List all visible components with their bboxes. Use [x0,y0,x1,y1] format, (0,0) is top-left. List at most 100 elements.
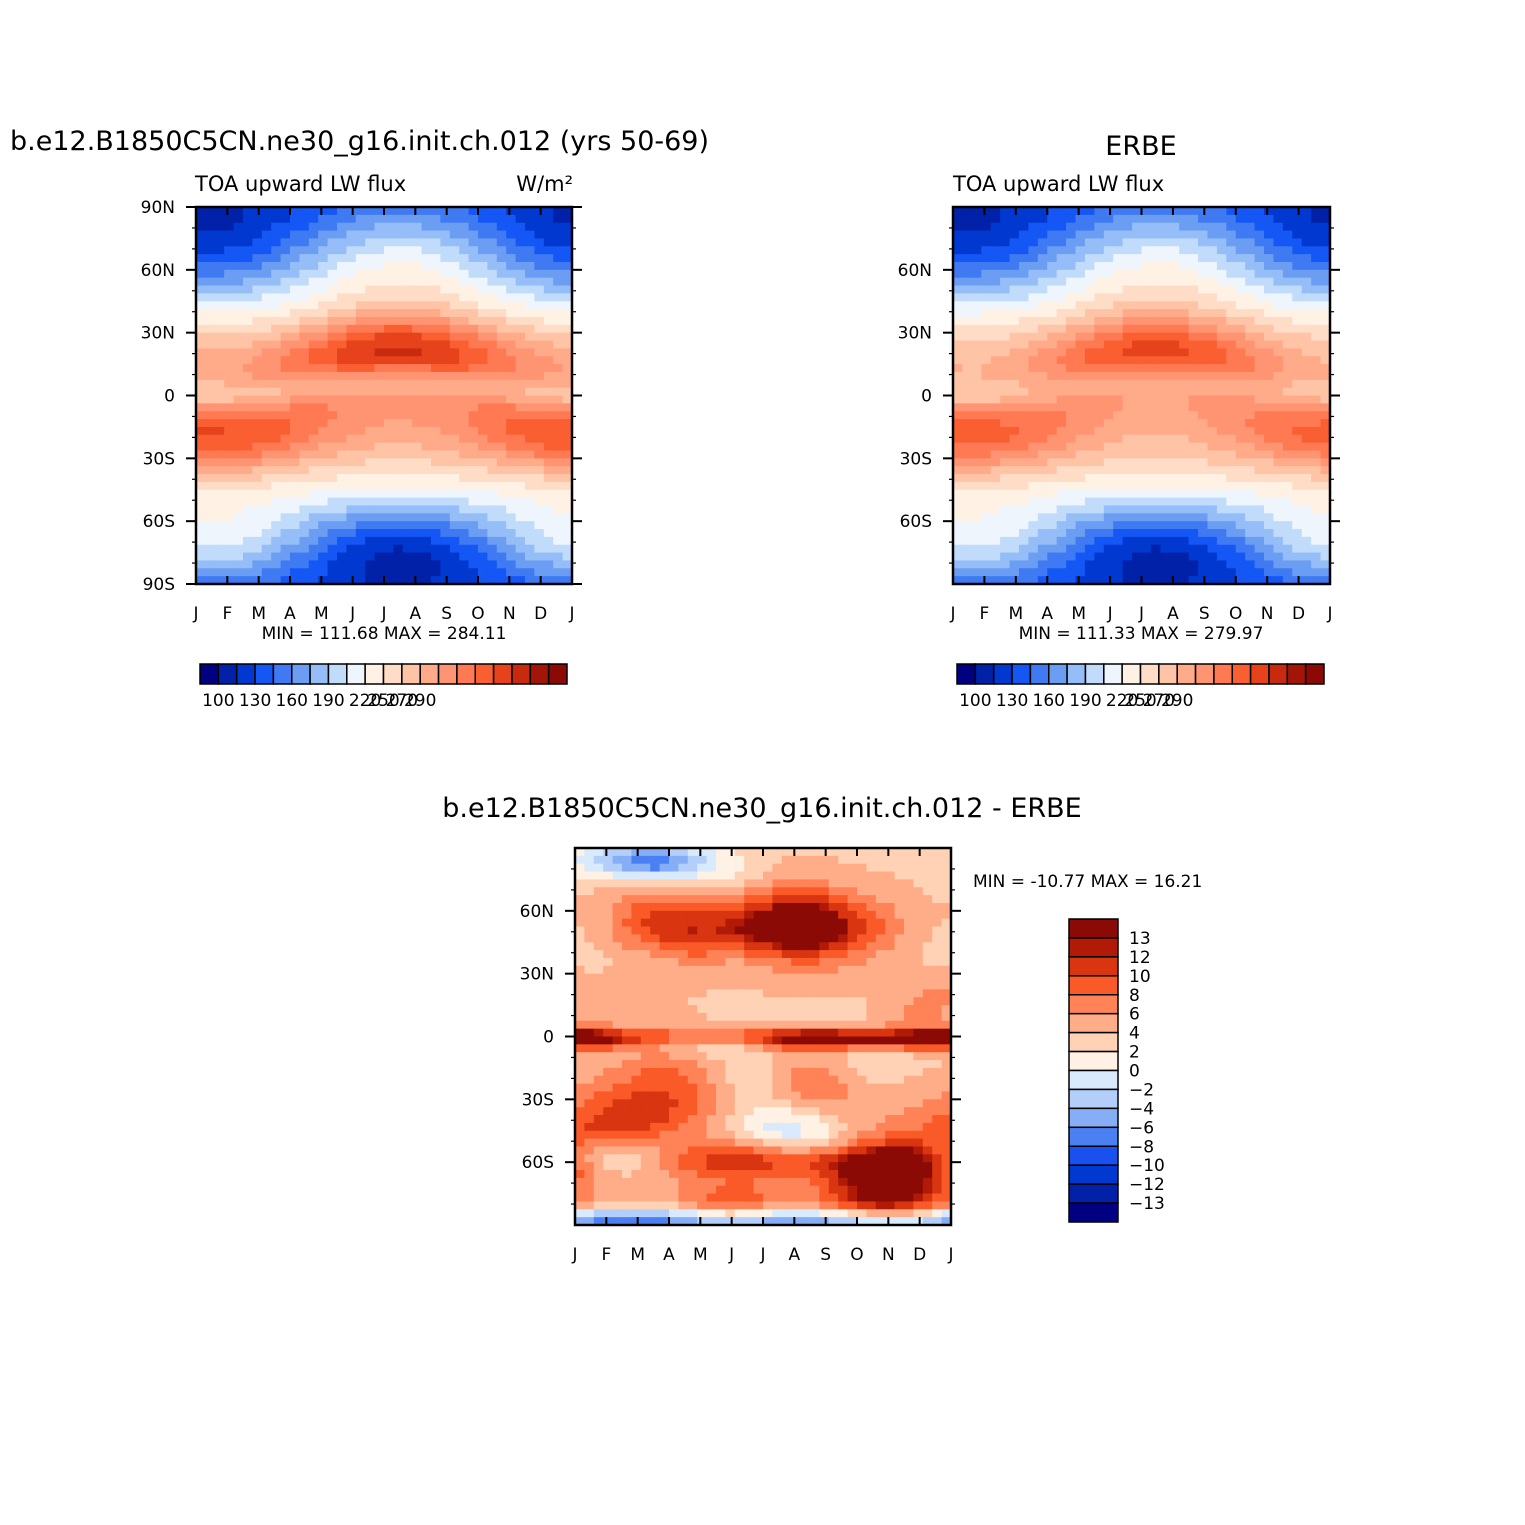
heatmap-cell [261,324,272,334]
heatmap-cell [534,214,545,224]
heatmap-cell [431,536,441,546]
heatmap-cell [1292,411,1303,420]
heatmap-cell [402,411,413,420]
heatmap-cell [271,379,282,389]
heatmap-cell [1254,442,1265,452]
colorbar-box [364,663,385,685]
heatmap-cell [1188,238,1199,247]
heatmap-cell [716,1122,726,1132]
heatmap-cell [1056,246,1067,255]
heatmap-cell [650,1122,661,1132]
heatmap-cell [706,926,717,935]
heatmap-cell [706,895,717,904]
heatmap-cell [1075,536,1086,546]
heatmap-cell [706,1107,717,1116]
heatmap-cell [575,997,585,1006]
heatmap-cell [478,285,488,294]
heatmap-cell [593,1177,604,1187]
heatmap-cell [299,419,310,428]
heatmap-cell [468,214,479,224]
heatmap-cell [1226,285,1237,294]
heatmap-cell [1245,230,1256,240]
heatmap-cell [1075,277,1086,287]
heatmap-cell [224,505,235,514]
heatmap-cell [243,521,253,530]
heatmap-cell [1066,207,1077,216]
heatmap-cell [468,332,479,342]
heatmap-cell [1084,403,1095,412]
heatmap-cell [1207,254,1218,263]
heatmap-cell [1273,324,1284,334]
heatmap-cell [214,261,225,271]
x-tick-label: M [1071,604,1086,624]
heatmap-cell [402,261,413,271]
heatmap-cell [196,576,206,585]
heatmap-cell [669,918,679,928]
heatmap-cell [1150,364,1161,373]
heatmap-cell [1235,332,1246,342]
heatmap-cell [393,529,404,538]
heatmap-cell [543,332,554,342]
colorbar-box [974,663,995,685]
heatmap-cell [706,981,717,990]
heatmap-cell [412,497,423,507]
heatmap-cell [971,489,982,499]
heatmap-cell [412,269,423,279]
heatmap-cell [1000,576,1011,585]
heatmap-cell [1188,442,1199,452]
heatmap-cell [337,254,347,263]
heatmap-cell [1000,246,1011,255]
heatmap-cell [280,222,291,232]
heatmap-cell [1311,481,1322,491]
heatmap-cell [669,926,679,935]
heatmap-cell [1000,481,1011,491]
heatmap-cell [393,340,404,349]
heatmap-cell [953,481,964,491]
heatmap-cell [412,489,423,499]
heatmap-cell [562,285,573,294]
heatmap-cell [327,309,338,318]
heatmap-cell [697,848,708,857]
heatmap-cell [271,261,282,271]
heatmap-cell [584,1012,595,1022]
heatmap-cell [553,222,564,232]
heatmap-cell [1113,207,1124,216]
heatmap-cell [1311,576,1322,585]
heatmap-cell [365,316,376,326]
heatmap-cell [1000,254,1011,263]
heatmap-cell [299,340,310,349]
heatmap-cell [706,1028,717,1038]
heatmap-cell [1169,395,1180,404]
heatmap-cell [659,942,670,951]
heatmap-cell [346,261,357,271]
heatmap-cell [678,1012,689,1022]
heatmap-cell [971,505,982,514]
heatmap-cell [440,442,451,452]
heatmap-cell [290,254,300,263]
heatmap-cell [687,1107,698,1116]
heatmap-cell [318,544,329,554]
heatmap-cell [290,309,300,318]
heatmap-cell [562,450,573,459]
heatmap-cell [1018,348,1030,357]
heatmap-cell [412,371,423,381]
heatmap-cell [1301,230,1312,240]
heatmap-cell [468,426,479,436]
heatmap-cell [1141,544,1152,554]
heatmap-cell [1000,568,1011,577]
heatmap-cell [1292,560,1303,569]
erbe-min-max: MIN = 111.33 MAX = 279.97 [1019,624,1264,644]
heatmap-cell [1141,426,1152,436]
heatmap-cell [449,238,460,247]
heatmap-cell [478,254,488,263]
heatmap-cell [1037,301,1048,310]
heatmap-cell [1150,214,1161,224]
heatmap-cell [622,1107,632,1116]
heatmap-cell [1254,474,1265,483]
heatmap-cell [734,1005,745,1014]
heatmap-cell [1160,269,1171,279]
heatmap-cell [1047,403,1058,412]
heatmap-cell [971,536,982,546]
heatmap-cell [971,261,982,271]
